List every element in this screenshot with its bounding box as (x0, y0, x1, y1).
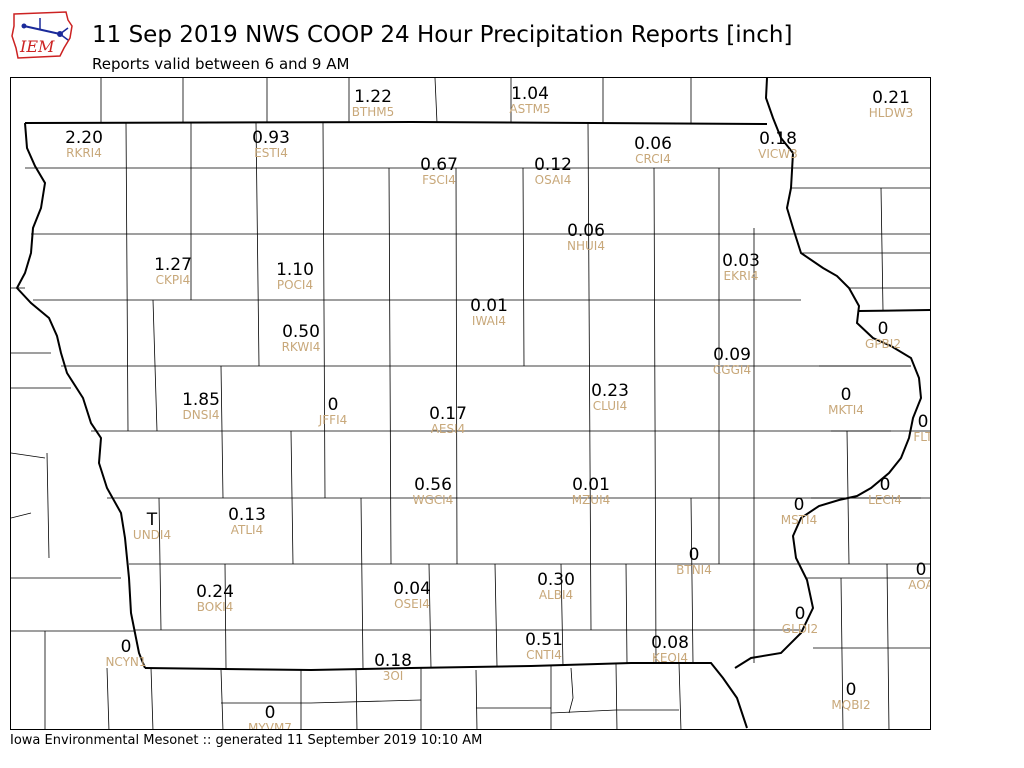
station-value-vicw3: 0.18 (759, 129, 797, 149)
station-id-esti4: ESTI4 (254, 146, 288, 160)
station-value-gldi2: 0 (795, 604, 806, 624)
station-id-ncyn1: NCYN1 (105, 655, 146, 669)
station-value-rkwi4: 0.50 (282, 322, 320, 342)
station-id-aesi4: AESI4 (431, 422, 466, 436)
station-id-cggi4: CGGI4 (713, 363, 751, 377)
station-value-hldw3: 0.21 (872, 88, 910, 108)
station-id-vicw3: VICW3 (758, 147, 798, 161)
station-id-poci4: POCI4 (277, 278, 313, 292)
station-id-gpbi2: GPBI2 (865, 337, 901, 351)
station-id-albi4: ALBI4 (539, 588, 573, 602)
station-value-jffi4: 0 (328, 395, 339, 415)
station-value-ckpi4: 1.27 (154, 255, 192, 275)
station-id-rkri4: RKRI4 (66, 146, 102, 160)
station-value-atli4: 0.13 (228, 505, 266, 525)
station-id-wgci4: WGCI4 (413, 493, 454, 507)
station-id-clui4: CLUI4 (593, 399, 627, 413)
station-id-flt: FLT (913, 430, 931, 444)
station-value-myvm7: 0 (265, 703, 276, 723)
station-value-rkri4: 2.20 (65, 128, 103, 148)
station-value-aesi4: 0.17 (429, 404, 467, 424)
station-value-mqbi2: 0 (846, 680, 857, 700)
station-value-ncyn1: 0 (121, 637, 132, 657)
station-id-ckpi4: CKPI4 (156, 273, 191, 287)
station-id-btni4: BTNI4 (676, 563, 712, 577)
station-id-cnti4: CNTI4 (526, 648, 562, 662)
station-value-leci4: 0 (880, 475, 891, 495)
station-id-osei4: OSEI4 (394, 597, 430, 611)
station-id-astm5: ASTM5 (509, 102, 550, 116)
station-value-astm5: 1.04 (511, 84, 549, 104)
station-id-3oi: 3OI (383, 669, 404, 683)
station-id-jffi4: JFFI4 (318, 413, 348, 427)
station-id-iwai4: IWAI4 (472, 314, 506, 328)
station-value-btni4: 0 (689, 545, 700, 565)
station-id-fsci4: FSCI4 (422, 173, 456, 187)
logo-text: IEM (19, 37, 55, 56)
station-value-mkti4: 0 (841, 385, 852, 405)
station-value-gpbi2: 0 (878, 319, 889, 339)
station-id-nhui4: NHUI4 (567, 239, 605, 253)
station-id-ekri4: EKRI4 (724, 269, 759, 283)
station-value-fsci4: 0.67 (420, 155, 458, 175)
station-value-mzui4: 0.01 (572, 475, 610, 495)
station-id-undi4: UNDI4 (133, 528, 171, 542)
station-value-undi4: T (146, 510, 158, 530)
station-id-mqbi2: MQBI2 (831, 698, 870, 712)
station-value-bthm5: 1.22 (354, 87, 392, 107)
station-id-osai4: OSAI4 (535, 173, 572, 187)
station-id-crci4: CRCI4 (635, 152, 671, 166)
station-value-nhui4: 0.06 (567, 221, 605, 241)
station-value-dnsi4: 1.85 (182, 390, 220, 410)
station-id-bthm5: BTHM5 (352, 105, 395, 119)
map-subtitle: Reports valid between 6 and 9 AM (92, 55, 350, 73)
map-title: 11 Sep 2019 NWS COOP 24 Hour Precipitati… (92, 22, 793, 48)
precipitation-map: 1.22 BTHM5 1.04 ASTM5 0.21 HLDW3 2.20 RKRI4 0.93… (10, 77, 931, 730)
station-id-myvm7: MYVM7 (248, 721, 292, 730)
station-id-keoi4: KEOI4 (652, 651, 688, 665)
station-value-esti4: 0.93 (252, 128, 290, 148)
iem-logo: IEM (11, 11, 73, 59)
station-value-keoi4: 0.08 (651, 633, 689, 653)
station-value-3oi: 0.18 (374, 651, 412, 671)
station-id-boki4: BOKI4 (197, 600, 234, 614)
station-id-rkwi4: RKWI4 (282, 340, 321, 354)
station-id-gldi2: GLDI2 (782, 622, 818, 636)
station-value-flt: 0 (918, 412, 929, 432)
station-value-cnti4: 0.51 (525, 630, 563, 650)
station-value-cggi4: 0.09 (713, 345, 751, 365)
station-value-boki4: 0.24 (196, 582, 234, 602)
map-footer: Iowa Environmental Mesonet :: generated … (10, 733, 483, 748)
station-id-msti4: MSTI4 (781, 513, 817, 527)
station-value-aoa: 0 (916, 560, 927, 580)
station-value-wgci4: 0.56 (414, 475, 452, 495)
station-value-clui4: 0.23 (591, 381, 629, 401)
station-id-atli4: ATLI4 (231, 523, 263, 537)
station-value-iwai4: 0.01 (470, 296, 508, 316)
station-value-osai4: 0.12 (534, 155, 572, 175)
station-value-poci4: 1.10 (276, 260, 314, 280)
station-value-osei4: 0.04 (393, 579, 431, 599)
station-value-msti4: 0 (794, 495, 805, 515)
station-value-crci4: 0.06 (634, 134, 672, 154)
station-value-ekri4: 0.03 (722, 251, 760, 271)
station-id-dnsi4: DNSI4 (182, 408, 219, 422)
station-id-mkti4: MKTI4 (828, 403, 864, 417)
station-id-mzui4: MZUI4 (572, 493, 611, 507)
station-value-albi4: 0.30 (537, 570, 575, 590)
station-id-hldw3: HLDW3 (869, 106, 913, 120)
station-id-aoa: AOA (908, 578, 931, 592)
station-id-leci4: LECI4 (868, 493, 902, 507)
